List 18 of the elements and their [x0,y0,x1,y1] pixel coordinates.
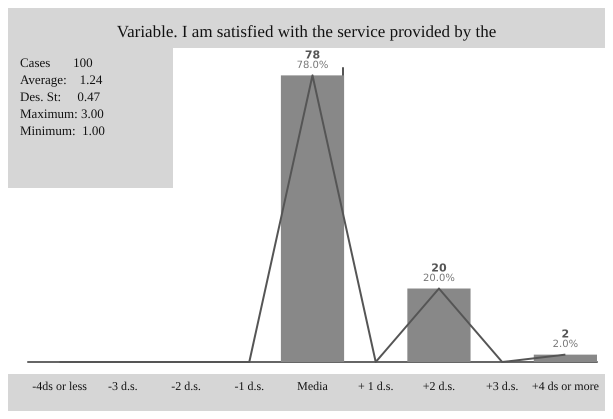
x-tick-label: +3 d.s. [486,379,518,393]
annotation: Cases 100 [20,55,93,70]
x-tick-label: +4 ds or more [532,379,599,393]
x-tick-label: +2 d.s. [422,379,456,393]
data-label: 78 78.0% [296,48,328,71]
x-tick-label: -3 d.s. [108,379,138,393]
annotation: Average: 1.24 [20,72,102,87]
annotation: Maximum: 3.00 [20,106,104,121]
x-tick-label: -4ds or less [32,379,88,393]
annotation: Minimum: 1.00 [20,123,105,138]
data-label: 20 20.0% [423,262,455,284]
chart-title: Variable. I am satisfied with the service provided by the [116,22,496,41]
annotation: Des. St: 0.47 [20,89,100,104]
x-tick-label: -2 d.s. [171,379,201,393]
x-tick-label: Media [297,379,328,393]
data-label: 2 2.0% [552,328,578,350]
x-tick-label: + 1 d.s. [358,379,394,393]
x-tick-label: -1 d.s. [234,379,264,393]
